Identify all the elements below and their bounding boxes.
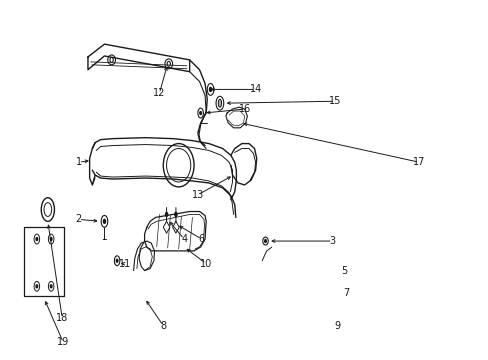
Text: 14: 14 [249,84,261,94]
Circle shape [209,87,211,91]
Text: 5: 5 [341,266,347,276]
Circle shape [165,212,167,216]
Circle shape [285,279,286,282]
Text: 19: 19 [57,337,69,347]
Circle shape [290,295,291,298]
Circle shape [264,239,266,243]
Text: 4: 4 [181,234,187,244]
Ellipse shape [218,99,221,107]
Text: 7: 7 [343,288,349,298]
Circle shape [36,285,38,288]
Text: 6: 6 [198,234,204,244]
Text: 9: 9 [333,321,339,331]
Circle shape [36,238,38,240]
Text: 1: 1 [76,157,81,167]
Circle shape [287,275,289,278]
Text: 8: 8 [160,321,166,331]
Circle shape [103,219,105,223]
Text: 18: 18 [56,313,68,323]
Circle shape [116,259,118,262]
Text: 3: 3 [329,236,335,246]
Text: 17: 17 [412,157,425,167]
Circle shape [50,238,52,240]
Text: 16: 16 [238,104,250,114]
Circle shape [200,112,201,114]
Text: 13: 13 [191,190,203,200]
Text: 12: 12 [153,88,165,98]
Circle shape [50,285,52,288]
Text: 11: 11 [119,259,131,269]
Text: 15: 15 [328,96,341,106]
Text: 2: 2 [75,215,81,224]
Text: 10: 10 [200,259,212,269]
Circle shape [175,212,177,216]
